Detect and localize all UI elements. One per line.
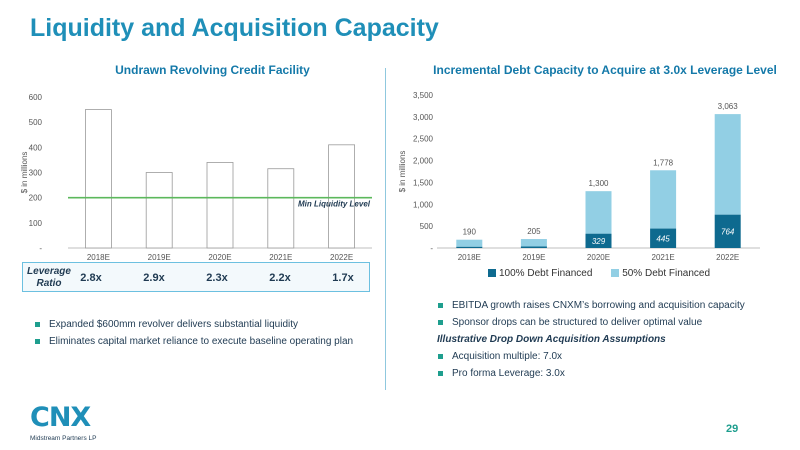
bullet-item: Sponsor drops can be structured to deliv… xyxy=(437,314,745,331)
logo-subtitle: Midstream Partners LP xyxy=(30,435,97,442)
right-bar-dark-2021E xyxy=(650,228,677,248)
left-chart-title: Undrawn Revolving Credit Facility xyxy=(115,63,310,77)
left-y-tick-label: - xyxy=(39,244,42,253)
right-bar-dark-label: 445 xyxy=(656,234,670,243)
bullet-text: Eliminates capital market reliance to ex… xyxy=(49,336,354,347)
leverage-value-2019: 2.9x xyxy=(143,272,165,284)
left-x-tick-label: 2022E xyxy=(330,253,353,262)
right-x-tick-label: 2021E xyxy=(652,253,675,262)
bullet-item: Expanded $600mm revolver delivers substa… xyxy=(34,316,353,333)
legend-swatch-dark xyxy=(488,269,496,277)
legend-swatch-light xyxy=(611,269,620,277)
page-number: 29 xyxy=(726,423,739,435)
left-bar-2019E xyxy=(145,172,173,249)
right-bar-total-label: 190 xyxy=(463,228,477,237)
left-x-tick-label: 2021E xyxy=(269,253,292,262)
min-liquidity-label: Min Liquidity Level xyxy=(298,200,371,209)
right-bar-dark-label: 764 xyxy=(721,227,735,236)
left-bar-2018E xyxy=(85,109,112,249)
leverage-value-2020: 2.3x xyxy=(206,272,228,284)
bullet-square-icon xyxy=(438,371,443,376)
leverage-ratio-label: Leverage Ratio xyxy=(27,266,71,289)
right-bar-dark-2019E xyxy=(520,246,547,248)
right-bar-total-label: 1,300 xyxy=(588,179,609,188)
right-x-tick-label: 2022E xyxy=(716,253,739,262)
bullet-text: Acquisition multiple: 7.0x xyxy=(452,351,563,362)
right-bar-total-label: 3,063 xyxy=(718,102,739,111)
right-x-tick-label: 2018E xyxy=(458,253,481,262)
legend-label-light: 50% Debt Financed xyxy=(622,268,711,279)
right-y-tick-label: 2,500 xyxy=(413,135,434,144)
bullet-square-icon xyxy=(438,320,443,325)
bullet-text: Sponsor drops can be structured to deliv… xyxy=(452,317,703,328)
bullet-item: Eliminates capital market reliance to ex… xyxy=(34,333,353,350)
left-bullet-list: Expanded $600mm revolver delivers substa… xyxy=(34,316,353,350)
right-bar-light-2020E xyxy=(585,191,612,234)
bullet-text: Pro forma Leverage: 3.0x xyxy=(452,368,565,379)
bullet-text: Expanded $600mm revolver delivers substa… xyxy=(49,319,299,330)
left-x-tick-label: 2020E xyxy=(208,253,231,262)
left-y-tick-label: 500 xyxy=(29,118,43,127)
bullet-item: EBITDA growth raises CNXM’s borrowing an… xyxy=(437,297,745,314)
bullet-square-icon xyxy=(438,354,443,359)
left-y-tick-label: 400 xyxy=(29,143,43,152)
legend-label-dark: 100% Debt Financed xyxy=(499,268,593,279)
right-bar-light-2019E xyxy=(520,239,547,247)
right-bar-light-2022E xyxy=(714,114,741,215)
left-y-tick-label: 100 xyxy=(29,219,43,228)
left-y-tick-label: 300 xyxy=(29,169,43,178)
logo-wordmark: CNX xyxy=(30,402,91,433)
bullet-square-icon xyxy=(438,303,443,308)
page-title: Liquidity and Acquisition Capacity xyxy=(30,14,439,42)
left-x-tick-label: 2018E xyxy=(87,253,110,262)
legend-item-light: 50% Debt Financed xyxy=(611,268,710,279)
right-bar-dark-label: 329 xyxy=(592,237,606,246)
leverage-value-2022: 1.7x xyxy=(332,272,354,284)
right-bar-dark-2022E xyxy=(714,214,741,248)
left-y-tick-label: 200 xyxy=(29,194,43,203)
right-bar-dark-2018E xyxy=(456,246,483,248)
right-y-tick-label: 2,000 xyxy=(413,157,434,166)
left-bar-2022E xyxy=(328,144,356,249)
leverage-value-2018: 2.8x xyxy=(80,272,102,284)
left-y-axis-label: $ in millions xyxy=(20,152,29,194)
left-x-tick-label: 2019E xyxy=(148,253,171,262)
bullet-square-icon xyxy=(35,322,40,327)
left-bar-2021E xyxy=(267,168,295,249)
right-bar-total-label: 1,778 xyxy=(653,158,674,167)
bullet-item: Pro forma Leverage: 3.0x xyxy=(437,365,745,382)
bullet-text: EBITDA growth raises CNXM’s borrowing an… xyxy=(452,300,745,311)
right-x-tick-label: 2020E xyxy=(587,253,610,262)
right-y-tick-label: - xyxy=(430,244,433,253)
right-bar-light-2021E xyxy=(650,170,677,229)
right-x-tick-label: 2019E xyxy=(522,253,545,262)
assumptions-heading: Illustrative Drop Down Acquisition Assum… xyxy=(437,334,666,345)
leverage-value-2021: 2.2x xyxy=(269,272,291,284)
right-y-tick-label: 500 xyxy=(420,222,434,231)
left-bar-2020E xyxy=(206,162,234,249)
right-bar-light-2018E xyxy=(456,239,483,247)
right-chart-legend: 100% Debt Financed 50% Debt Financed xyxy=(488,268,726,279)
right-chart-title: Incremental Debt Capacity to Acquire at … xyxy=(433,63,777,77)
right-bar-total-label: 205 xyxy=(527,227,541,236)
bullet-item: Acquisition multiple: 7.0x xyxy=(437,348,745,365)
right-y-tick-label: 1,500 xyxy=(413,178,434,187)
leverage-ratio-row: Leverage Ratio 2.8x 2.9x 2.3x 2.2x 1.7x xyxy=(22,262,370,292)
column-divider xyxy=(385,68,386,390)
right-y-axis-label: $ in millions xyxy=(398,151,407,193)
right-y-tick-label: 3,500 xyxy=(413,91,434,100)
legend-item-dark: 100% Debt Financed xyxy=(488,268,592,279)
right-y-tick-label: 3,000 xyxy=(413,113,434,122)
right-y-tick-label: 1,000 xyxy=(413,200,434,209)
right-bullet-list: EBITDA growth raises CNXM’s borrowing an… xyxy=(437,297,745,382)
left-y-tick-label: 600 xyxy=(29,93,43,102)
bullet-square-icon xyxy=(35,339,40,344)
right-bar-dark-2020E xyxy=(585,233,612,248)
company-logo: CNX Midstream Partners LP xyxy=(26,402,126,446)
